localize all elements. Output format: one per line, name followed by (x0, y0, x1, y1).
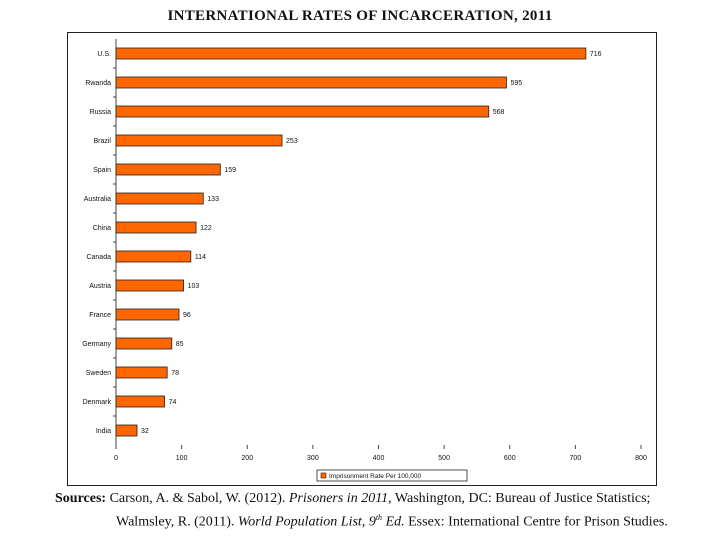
sources-line-2: Walmsley, R. (2011). World Population Li… (55, 508, 715, 532)
category-label-canada: Canada (86, 254, 111, 261)
bar-brazil (115, 134, 283, 147)
value-label-u-s: 716 (590, 51, 602, 58)
x-tick-label: 300 (307, 455, 319, 462)
category-label-australia: Australia (84, 196, 111, 203)
value-label-spain: 159 (224, 167, 236, 174)
category-label-spain: Spain (93, 167, 111, 174)
category-label-denmark: Denmark (83, 399, 112, 406)
sources-line-1: Sources: Carson, A. & Sabol, W. (2012). … (55, 489, 715, 508)
chart-frame: 0 100 200 300 400 500 600 700 800 U.S. 716 Rwanda 59… (67, 32, 657, 486)
category-label-sweden: Sweden (86, 370, 111, 377)
x-tick-label: 0 (114, 455, 118, 462)
legend-box (316, 469, 468, 482)
value-label-canada: 114 (195, 254, 206, 261)
category-label-india: India (96, 428, 111, 435)
value-label-denmark: 74 (169, 399, 177, 406)
bar-australia (115, 192, 204, 205)
value-label-rwanda: 595 (510, 80, 522, 87)
legend-swatch (320, 472, 327, 479)
source-2-authors: Walmsley, R. (2011). (116, 514, 238, 530)
value-label-brazil: 253 (286, 138, 298, 145)
value-label-germany: 85 (176, 341, 184, 348)
value-label-australia: 133 (207, 196, 219, 203)
bar-austria (115, 279, 184, 292)
bar-russia (115, 105, 490, 118)
source-2-publisher: Essex: International Centre for Prison S… (404, 514, 668, 530)
source-2-title: World Population List, 9 (237, 514, 376, 530)
bar-u-s (115, 47, 587, 60)
bar-spain (115, 163, 221, 176)
page-title: INTERNATIONAL RATES OF INCARCERATION, 20… (167, 8, 553, 24)
x-tick-label: 800 (635, 455, 647, 462)
bar-china (115, 221, 197, 234)
category-label-china: China (93, 225, 111, 232)
source-1-publisher: , Washington, DC: Bureau of Justice Stat… (388, 491, 651, 506)
bar-canada (115, 250, 192, 263)
x-tick-label: 500 (438, 455, 450, 462)
category-label-russia: Russia (90, 109, 112, 116)
source-1-title: Prisoners in 2011 (288, 491, 389, 506)
value-label-china: 122 (200, 225, 212, 232)
source-2-superscript: th (375, 513, 383, 522)
bar-chart: 0 100 200 300 400 500 600 700 800 U.S. 716 Rwanda 59… (82, 39, 647, 482)
bar-france (115, 308, 180, 321)
source-2-edition: Ed. (382, 514, 405, 530)
bar-denmark (115, 395, 165, 408)
category-label-germany: Germany (82, 341, 111, 348)
bar-sweden (115, 366, 168, 379)
value-label-india: 32 (141, 428, 149, 435)
bar-germany (115, 337, 173, 350)
x-tick-label: 200 (241, 455, 253, 462)
category-label-austria: Austria (89, 283, 111, 290)
sources-block: Sources: Carson, A. & Sabol, W. (2012). … (55, 489, 715, 532)
x-tick-label: 100 (176, 455, 188, 462)
value-label-france: 96 (183, 312, 191, 319)
category-label-france: France (89, 312, 111, 319)
value-label-russia: 568 (493, 109, 505, 116)
bar-india (115, 424, 138, 437)
value-label-sweden: 78 (171, 370, 179, 377)
category-label-rwanda: Rwanda (85, 80, 111, 87)
legend-label: Imprisonment Rate Per 100,000 (329, 473, 422, 480)
bar-rwanda (115, 76, 507, 89)
x-tick-label: 600 (504, 455, 516, 462)
category-label-brazil: Brazil (93, 138, 111, 145)
x-tick-label: 700 (570, 455, 582, 462)
source-1-authors: Carson, A. & Sabol, W. (2012). (109, 491, 289, 506)
sources-label: Sources: (55, 491, 107, 506)
x-tick-label: 400 (373, 455, 385, 462)
category-label-u-s: U.S. (97, 51, 111, 58)
value-label-austria: 103 (188, 283, 200, 290)
